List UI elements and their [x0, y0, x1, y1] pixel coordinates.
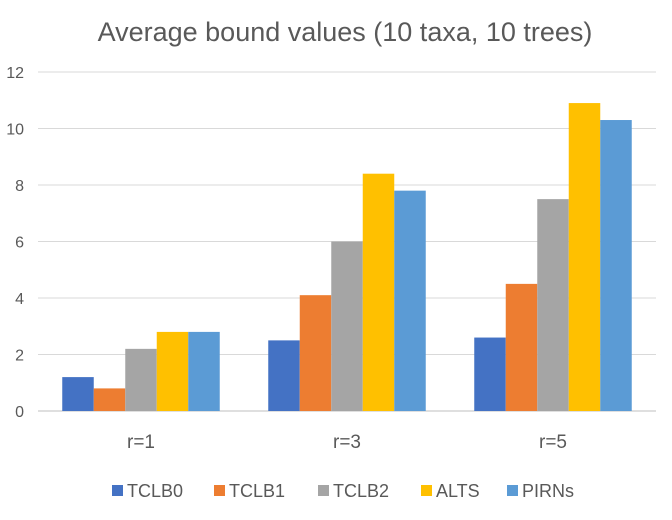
- y-axis-ticks: 0 2 4 6 8 10 12: [6, 65, 24, 421]
- legend-swatch-tclb2: [318, 485, 329, 496]
- legend-label-tclb1: TCLB1: [229, 481, 285, 501]
- bar-tclb2-r=5: [537, 199, 569, 411]
- legend-label-alts: ALTS: [436, 481, 480, 501]
- legend-swatch-tclb1: [214, 485, 225, 496]
- y-tick-label: 2: [15, 348, 24, 365]
- bar-alts-r=1: [156, 331, 189, 411]
- bar-tclb1-r=1: [93, 388, 126, 411]
- bar-pirns-r=3: [394, 190, 426, 411]
- legend-swatch-pirns: [507, 485, 518, 496]
- y-tick-label: 6: [15, 235, 24, 252]
- bar-tclb0-r=3: [268, 340, 300, 411]
- bar-alts-r=3: [362, 173, 395, 411]
- legend-swatch-alts: [421, 485, 432, 496]
- bar-tclb1-r=3: [299, 295, 332, 411]
- legend-label-tclb2: TCLB2: [333, 481, 389, 501]
- bar-tclb0-r=1: [62, 377, 94, 411]
- y-tick-label: 0: [15, 404, 24, 421]
- y-tick-label: 8: [15, 178, 24, 195]
- bar-pirns-r=5: [600, 120, 632, 412]
- bar-pirns-r=1: [188, 331, 220, 411]
- bar-tclb0-r=5: [474, 337, 506, 411]
- category-label: r=1: [127, 432, 155, 453]
- bar-tclb2-r=1: [125, 348, 157, 411]
- y-tick-label: 12: [6, 65, 24, 82]
- y-tick-label: 4: [15, 291, 24, 308]
- legend-swatch-tclb0: [112, 485, 123, 496]
- chart-title: Average bound values (10 taxa, 10 trees): [98, 17, 593, 47]
- y-tick-label: 10: [6, 122, 24, 139]
- bar-tclb1-r=5: [505, 283, 538, 411]
- legend-label-pirns: PIRNs: [522, 481, 574, 501]
- category-label: r=5: [539, 432, 567, 453]
- x-axis-categories: r=1 r=3 r=5: [127, 432, 567, 453]
- bars: [62, 103, 632, 412]
- legend: TCLB0 TCLB1 TCLB2 ALTS PIRNs: [112, 481, 574, 501]
- category-label: r=3: [333, 432, 361, 453]
- legend-label-tclb0: TCLB0: [127, 481, 183, 501]
- bar-alts-r=5: [568, 103, 601, 411]
- bar-tclb2-r=3: [331, 241, 363, 411]
